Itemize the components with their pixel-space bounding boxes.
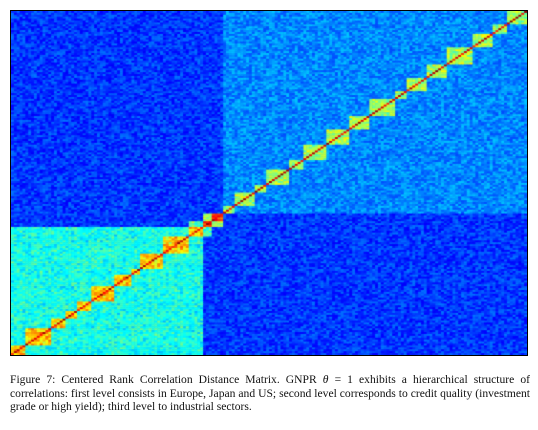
figure-caption: Figure 7: Centered Rank Correlation Dist…: [10, 373, 530, 414]
caption-part1: Centered Rank Correlation Distance Matri…: [61, 373, 317, 386]
heatmap-canvas: [11, 11, 527, 355]
caption-label: Figure 7:: [10, 373, 56, 386]
caption-part2: = 1 exhibits a hierarchical structure of…: [10, 373, 530, 413]
correlation-heatmap: [10, 10, 528, 356]
caption-theta: θ: [322, 373, 329, 386]
